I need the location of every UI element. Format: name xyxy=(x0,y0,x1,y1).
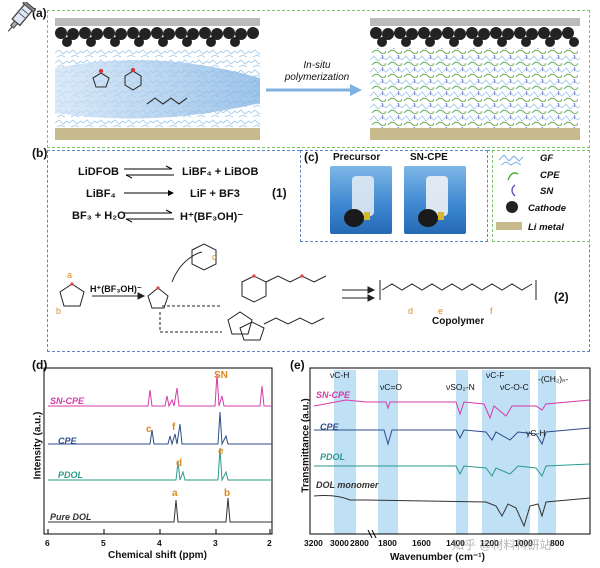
nmr-peak-f: f xyxy=(172,422,176,433)
cathode-legend-icon xyxy=(506,201,518,213)
photo-precursor-title: Precursor xyxy=(333,152,381,163)
nmr-xtick: 2 xyxy=(267,538,272,548)
ftir-xtick: 1800 xyxy=(378,538,397,548)
precursor-photo xyxy=(330,166,392,234)
equilibrium-arrow-icon xyxy=(124,209,174,223)
ftir-xtick: 1000 xyxy=(514,538,533,548)
forward-arrow-icon xyxy=(124,190,174,196)
sn-legend-icon xyxy=(511,184,516,197)
ftir-xtick: 800 xyxy=(550,538,565,548)
ftir-label-sn-cpe: SN-CPE xyxy=(316,390,351,400)
ring-label-c: c xyxy=(212,252,217,262)
nmr-peak-sn: SN xyxy=(214,370,228,381)
panel-e-label: (e) xyxy=(290,358,305,372)
band-label-so2n: νSO₂-N xyxy=(446,382,475,392)
ftir-label-pdol: PDOL xyxy=(320,452,346,462)
ftir-xtick: 3000 xyxy=(330,538,349,548)
ftir-xtick: 1600 xyxy=(412,538,431,548)
band-label-co: νC=O xyxy=(380,382,402,392)
nmr-peak-b: b xyxy=(224,488,231,499)
photo-sn-cpe-title: SN-CPE xyxy=(410,152,448,163)
nmr-xtick: 5 xyxy=(101,538,106,548)
band-label-coc: νC-O-C xyxy=(500,382,529,392)
nmr-peak-d: d xyxy=(176,458,183,469)
ftir-xtick: 2800 xyxy=(350,538,369,548)
ftir-xtick: 3200 xyxy=(304,538,323,548)
ring-label-a: a xyxy=(67,270,73,280)
cell-after-illustration xyxy=(370,18,580,140)
nmr-ylabel: Intensity (a.u.) xyxy=(32,411,44,480)
nmr-label-sn-cpe: SN-CPE xyxy=(50,396,85,406)
legend-sn: SN xyxy=(540,186,554,197)
nmr-peak-e: e xyxy=(218,446,224,457)
ftir-spectra-plot xyxy=(309,367,591,538)
nmr-xlabel: Chemical shift (ppm) xyxy=(108,550,207,561)
band-label-ch-stretch: νC-H xyxy=(330,370,350,380)
nmr-xtick: 6 xyxy=(45,538,50,548)
band-label-ch-bend: γC-H xyxy=(526,428,546,438)
ftir-ylabel: Transmittance (a.u.) xyxy=(300,398,312,493)
equation-2-number: (2) xyxy=(554,290,569,304)
syringe-icon xyxy=(7,2,37,32)
sn-cpe-photo xyxy=(404,166,466,234)
copolymer-label: Copolymer xyxy=(432,316,485,327)
cpe-legend-icon xyxy=(507,172,519,181)
band-label-cf: νC-F xyxy=(486,370,505,380)
reaction-3-right: H⁺(BF₃OH)⁻ xyxy=(180,211,244,223)
legend-gf: GF xyxy=(540,153,554,164)
ftir-xlabel: Wavenumber (cm⁻¹) xyxy=(390,552,485,563)
nmr-xtick: 4 xyxy=(157,538,162,548)
nmr-spectra-plot xyxy=(43,367,273,535)
panel-d-label: (d) xyxy=(32,358,48,372)
ftir-xtick: 1200 xyxy=(480,538,499,548)
ring-label-e: e xyxy=(438,306,444,316)
reaction-3-left: BF₃ + H₂O xyxy=(72,210,126,222)
li-metal-legend-icon xyxy=(496,222,522,230)
ring-label-f: f xyxy=(490,306,493,316)
legend-li-metal: Li metal xyxy=(528,222,564,233)
equilibrium-arrow-icon xyxy=(124,165,174,179)
ftir-label-dol-monomer: DOL monomer xyxy=(316,480,379,490)
reaction-1-right: LiBF₄ + LiBOB xyxy=(182,166,259,178)
cell-before-illustration xyxy=(55,18,260,140)
ftir-label-cpe: CPE xyxy=(320,422,339,432)
catalyst-label: H⁺(BF₃OH)⁻ xyxy=(90,284,142,294)
nmr-peak-a: a xyxy=(172,488,178,499)
equation-1-number: (1) xyxy=(272,186,287,200)
legend-cathode: Cathode xyxy=(528,203,566,214)
polymerization-mechanism xyxy=(59,243,537,341)
gf-legend-icon xyxy=(498,154,524,166)
reaction-2-left: LiBF₄ xyxy=(86,188,116,200)
nmr-xtick: 3 xyxy=(213,538,218,548)
reaction-1-left: LiDFOB xyxy=(78,166,119,178)
reaction-2-right: LiF + BF3 xyxy=(190,188,240,200)
panel-b-label: (b) xyxy=(32,146,48,160)
nmr-label-pure-dol: Pure DOL xyxy=(50,512,92,522)
nmr-label-cpe: CPE xyxy=(58,436,77,446)
watermark: 知乎 @材料科研站 xyxy=(452,538,552,552)
polymerization-text: In-situ polymerization xyxy=(284,60,350,83)
legend-cpe: CPE xyxy=(540,170,560,181)
ftir-xtick: 1400 xyxy=(446,538,465,548)
panel-c-label: (c) xyxy=(304,150,319,164)
band-label-ch2n: -(CH₂)ₙ- xyxy=(538,374,569,384)
nmr-peak-c: c xyxy=(146,424,152,435)
polymerization-arrow xyxy=(266,84,362,96)
ring-label-b: b xyxy=(56,306,62,316)
ring-label-d: d xyxy=(408,306,414,316)
nmr-label-pdol: PDOL xyxy=(58,470,84,480)
